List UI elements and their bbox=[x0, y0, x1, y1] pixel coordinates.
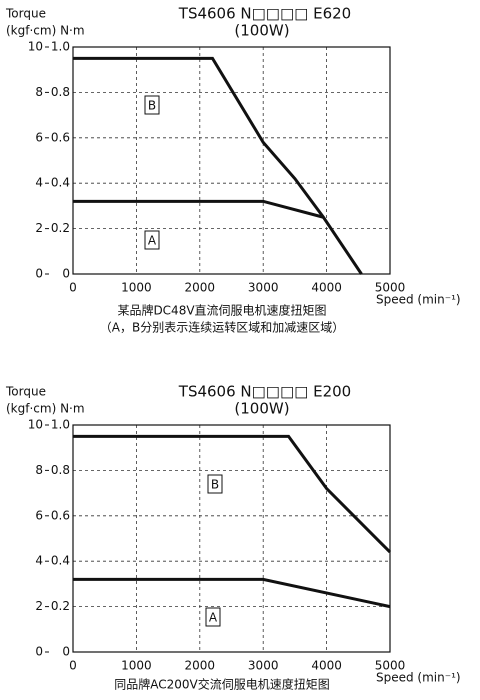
y2-tick-label: 2 bbox=[35, 599, 43, 613]
x-tick-label: 2000 bbox=[185, 281, 216, 295]
chart-title: TS4606 N□□□□ E620 bbox=[178, 5, 351, 23]
torque-curve bbox=[73, 434, 392, 554]
y-tick-label: 0.6 bbox=[51, 130, 70, 144]
y2-tick-label: 8 bbox=[35, 463, 43, 477]
x-tick-label: 3000 bbox=[248, 659, 279, 673]
x-tick-label: 5000 bbox=[375, 659, 406, 673]
y-axis-units: (kgf·cm) N·m bbox=[6, 24, 85, 38]
x-tick-label: 5000 bbox=[375, 281, 406, 295]
torque-curve bbox=[73, 56, 363, 275]
region-label-box bbox=[207, 474, 223, 494]
y2-tick-label: 4 bbox=[35, 176, 43, 190]
y2-tick-label: 6 bbox=[35, 508, 43, 522]
region-label-box bbox=[144, 95, 160, 115]
torque-curve bbox=[73, 199, 324, 219]
x-tick-label: 2000 bbox=[185, 659, 216, 673]
chart-title: TS4606 N□□□□ E200 bbox=[178, 383, 351, 401]
x-tick-label: 4000 bbox=[311, 281, 342, 295]
region-label: B bbox=[211, 478, 219, 492]
y-tick-label: 1.0 bbox=[51, 418, 70, 432]
y-tick-label: 0.2 bbox=[51, 599, 70, 613]
y2-tick-label: 8 bbox=[35, 85, 43, 99]
y-tick-label: 0.4 bbox=[51, 554, 70, 568]
caption: （A，B分别表示连续运转区域和加减速区域） bbox=[100, 320, 344, 335]
x-tick-label: 1000 bbox=[121, 659, 152, 673]
region-label: A bbox=[148, 234, 157, 248]
y2-tick-label: 6 bbox=[35, 130, 43, 144]
x-tick-label: 3000 bbox=[248, 281, 279, 295]
y2-tick-label: 4 bbox=[35, 554, 43, 568]
y-axis-units: (kgf·cm) N·m bbox=[6, 402, 85, 416]
x-axis-label: Speed (min⁻¹) bbox=[376, 671, 461, 685]
x-tick-label: 0 bbox=[69, 659, 77, 673]
region-label: B bbox=[148, 99, 156, 113]
region-label: A bbox=[209, 611, 218, 625]
y2-tick-label: 10 bbox=[28, 418, 43, 432]
y-tick-label: 0 bbox=[62, 645, 70, 659]
y-tick-label: 1.0 bbox=[51, 40, 70, 54]
chart-subtitle: (100W) bbox=[234, 22, 289, 40]
y-tick-label: 0.2 bbox=[51, 221, 70, 235]
y-axis-label: Torque bbox=[5, 385, 46, 399]
torque-curve bbox=[73, 577, 391, 609]
x-tick-label: 1000 bbox=[121, 281, 152, 295]
y-axis-label: Torque bbox=[5, 7, 46, 21]
y2-tick-label: 2 bbox=[35, 221, 43, 235]
y-tick-label: 0.8 bbox=[51, 463, 70, 477]
region-label-box bbox=[144, 230, 160, 250]
caption: 同品牌AC200V交流伺服电机速度扭矩图 bbox=[114, 677, 330, 692]
plot-frame bbox=[72, 424, 391, 653]
caption: 某品牌DC48V直流伺服电机速度扭矩图 bbox=[117, 303, 326, 318]
y2-tick-label: 0 bbox=[35, 645, 43, 659]
plot-frame bbox=[72, 46, 391, 275]
y-tick-label: 0.8 bbox=[51, 85, 70, 99]
y2-tick-label: 10 bbox=[28, 40, 43, 54]
y2-tick-label: 0 bbox=[35, 267, 43, 281]
x-tick-label: 0 bbox=[69, 281, 77, 295]
y-tick-label: 0.4 bbox=[51, 176, 70, 190]
y-tick-label: 0.6 bbox=[51, 508, 70, 522]
y-tick-label: 0 bbox=[62, 267, 70, 281]
x-tick-label: 4000 bbox=[311, 659, 342, 673]
chart-subtitle: (100W) bbox=[234, 400, 289, 418]
x-axis-label: Speed (min⁻¹) bbox=[376, 293, 461, 307]
region-label-box bbox=[205, 607, 221, 627]
